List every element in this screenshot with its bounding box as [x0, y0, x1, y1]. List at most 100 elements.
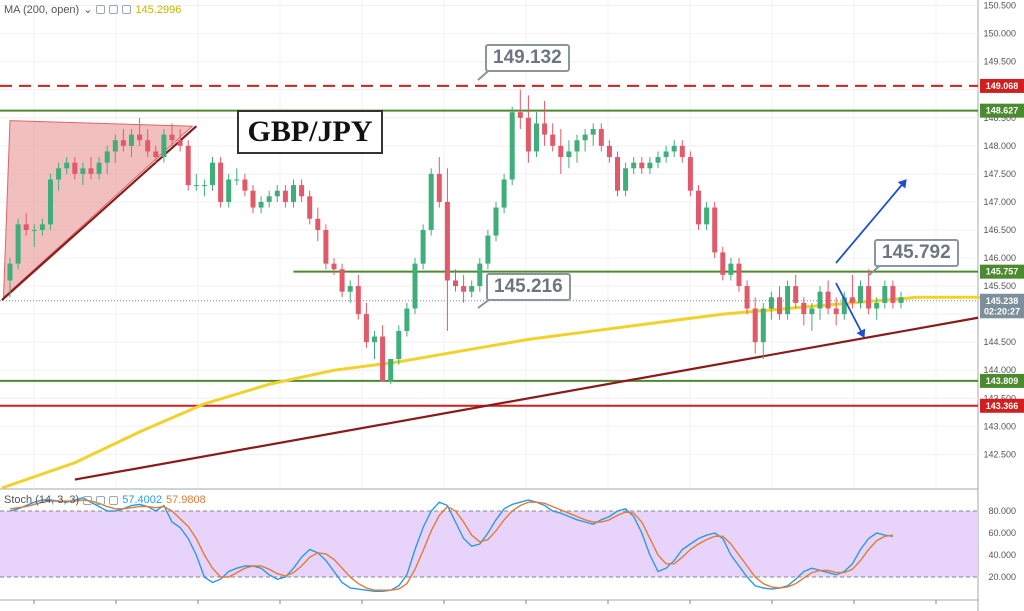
price-tag-label: 148.627	[986, 106, 1019, 116]
candle-down	[323, 224, 329, 270]
candle-body	[550, 134, 556, 146]
candle-body	[15, 224, 21, 264]
candle-body	[250, 190, 256, 208]
candle-down	[436, 157, 442, 208]
candle-up	[728, 258, 734, 281]
candle-up	[39, 218, 45, 236]
candle-up	[817, 286, 823, 320]
candle-up	[493, 201, 499, 242]
candle-up	[477, 258, 483, 292]
candle-body	[274, 190, 280, 197]
candle-up	[768, 291, 774, 320]
candle-body	[226, 179, 232, 202]
candle-body	[469, 286, 475, 292]
chevron-down-icon[interactable]: ⌄	[83, 4, 93, 16]
candle-body	[461, 286, 467, 292]
candle-down	[801, 297, 807, 326]
candle-down	[606, 140, 612, 163]
candle-down	[299, 179, 305, 202]
price-tick-label: 142.500	[983, 449, 1016, 459]
candle-body	[56, 168, 62, 180]
candle-body	[647, 162, 653, 169]
candle-body	[88, 168, 94, 174]
eye-icon[interactable]	[96, 5, 106, 14]
candle-body	[137, 134, 143, 141]
candle-body	[793, 286, 799, 303]
candle-body	[623, 168, 629, 191]
candle-body	[177, 140, 183, 146]
candle-body	[890, 286, 896, 303]
candle-body	[752, 308, 758, 343]
candle-body	[777, 297, 782, 315]
candle-down	[542, 100, 548, 146]
candle-body	[380, 336, 386, 382]
candle-body	[331, 263, 337, 270]
candle-body	[315, 218, 321, 230]
callout-mid: 145.216	[486, 273, 571, 301]
gear-icon[interactable]	[96, 495, 106, 505]
candle-body	[671, 145, 677, 152]
price-tag: 149.068	[980, 78, 1024, 93]
candle-body	[185, 145, 191, 186]
candle-body	[39, 224, 45, 230]
candle-down	[145, 129, 151, 158]
candle-up	[201, 179, 207, 197]
candle-up	[809, 302, 815, 331]
ma-legend-label: MA (200, open)	[4, 3, 80, 16]
stoch-legend-label: Stoch (14, 3, 3)	[4, 494, 80, 506]
eye-icon[interactable]	[83, 495, 93, 505]
candle-up	[841, 291, 847, 320]
price-tag-label: 143.809	[986, 376, 1019, 386]
candle-up	[631, 157, 637, 174]
candle-body	[412, 263, 418, 309]
candle-body	[801, 302, 807, 315]
price-tag: 145.757	[980, 264, 1024, 279]
candle-body	[266, 196, 272, 202]
candle-down	[137, 117, 143, 146]
candle-up	[129, 129, 134, 158]
candle-up	[258, 196, 264, 214]
candle-body	[874, 302, 880, 309]
candle-up	[898, 291, 904, 309]
candle-up	[291, 179, 296, 208]
candle-body	[388, 358, 394, 382]
candle-up	[412, 258, 418, 315]
candle-up	[193, 173, 199, 191]
price-tick-label: 143.000	[983, 421, 1016, 431]
candle-body	[444, 201, 450, 281]
candle-body	[161, 134, 167, 158]
price-tag: 02:20:27	[980, 304, 1024, 319]
candle-up	[56, 162, 62, 191]
candle-body	[120, 140, 126, 146]
candle-body	[72, 162, 78, 174]
candle-down	[88, 157, 94, 180]
candle-up	[347, 280, 353, 303]
candle-body	[453, 280, 458, 287]
candle-body	[7, 263, 13, 281]
close-icon[interactable]	[122, 5, 132, 14]
candle-down	[679, 140, 685, 163]
gear-icon[interactable]	[109, 5, 119, 14]
close-icon[interactable]	[109, 495, 119, 505]
candle-body	[48, 179, 53, 225]
candle-body	[347, 286, 353, 292]
candle-body	[679, 145, 685, 158]
candle-up	[574, 134, 580, 163]
stoch-tick-label: 20.000	[988, 572, 1016, 582]
candle-body	[785, 286, 791, 315]
candle-body	[841, 297, 847, 315]
candle-up	[882, 280, 888, 309]
candle-down	[525, 95, 531, 163]
candle-down	[380, 325, 386, 382]
candle-down	[185, 140, 191, 191]
candle-up	[655, 151, 661, 169]
candle-up	[785, 280, 791, 320]
candle-body	[372, 336, 377, 343]
ma-legend: MA (200, open) ⌄ 145.2996	[4, 3, 181, 17]
price-tick-label: 144.500	[983, 337, 1016, 347]
callout-top: 149.132	[485, 44, 570, 72]
candle-down	[444, 168, 450, 331]
candle-up	[266, 190, 272, 208]
candle-up	[80, 162, 86, 186]
